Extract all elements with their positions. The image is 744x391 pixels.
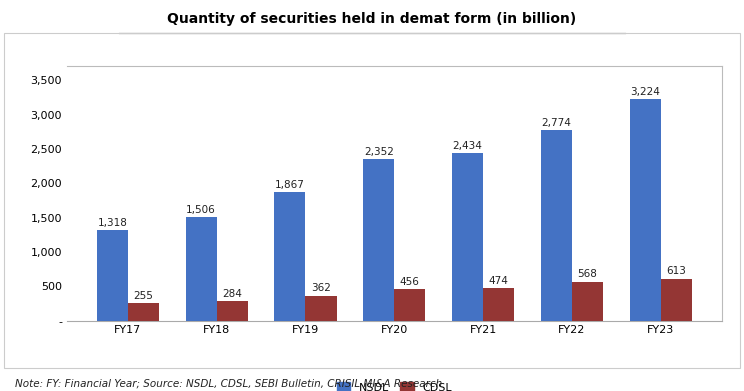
Text: Note: FY: Financial Year; Source: NSDL, CDSL, SEBI Bulletin, CRISIL MI&A Researc: Note: FY: Financial Year; Source: NSDL, … — [15, 379, 442, 389]
Text: 2,352: 2,352 — [364, 147, 394, 157]
Bar — [483, 288, 514, 321]
Bar — [394, 289, 426, 321]
Text: Quantity of securities held in demat form (in billion): Quantity of securities held in demat for… — [167, 12, 577, 26]
Text: 568: 568 — [577, 269, 597, 279]
Text: 255: 255 — [133, 291, 153, 301]
Bar — [661, 278, 692, 321]
Bar — [363, 159, 394, 321]
Text: 456: 456 — [400, 277, 420, 287]
Bar — [306, 296, 336, 321]
Bar — [217, 301, 248, 321]
Text: 1,318: 1,318 — [97, 218, 127, 228]
Text: 1,506: 1,506 — [186, 205, 216, 215]
Bar — [452, 153, 483, 321]
Text: 3,224: 3,224 — [630, 87, 660, 97]
Text: 284: 284 — [222, 289, 242, 299]
Text: 362: 362 — [311, 283, 331, 293]
Text: 2,774: 2,774 — [542, 118, 571, 128]
Bar — [572, 282, 603, 321]
Bar — [275, 192, 306, 321]
Text: 474: 474 — [489, 276, 509, 286]
Bar — [541, 130, 572, 321]
Text: 2,434: 2,434 — [452, 141, 483, 151]
Legend: NSDL, CDSL: NSDL, CDSL — [336, 382, 452, 391]
Bar — [128, 303, 159, 321]
Bar — [629, 99, 661, 321]
Bar — [97, 230, 128, 321]
Text: 1,867: 1,867 — [275, 180, 305, 190]
Text: 613: 613 — [667, 266, 686, 276]
Bar — [185, 217, 217, 321]
